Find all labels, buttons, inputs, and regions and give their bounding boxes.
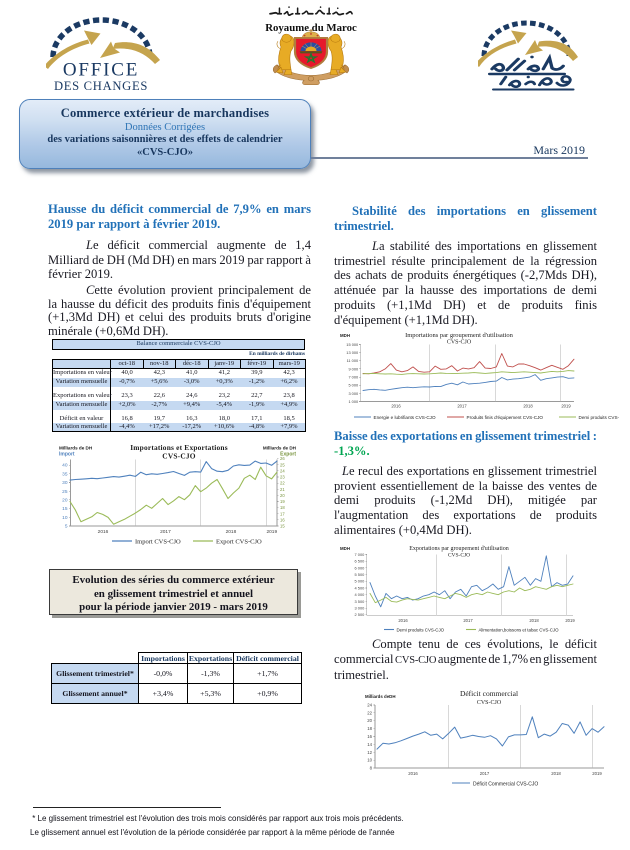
svg-text:Export CVS-CJO: Export CVS-CJO — [216, 539, 262, 546]
svg-text:2016: 2016 — [398, 618, 408, 623]
svg-text:24: 24 — [280, 468, 285, 473]
svg-text:Importations par groupement d': Importations par groupement d'utilisatio… — [405, 332, 514, 339]
svg-text:2017: 2017 — [463, 618, 473, 623]
svg-text:30: 30 — [62, 480, 68, 486]
svg-text:20: 20 — [280, 493, 285, 498]
svg-text:2016: 2016 — [408, 771, 418, 776]
svg-text:25: 25 — [62, 489, 68, 495]
svg-text:Milliards deDH: Milliards deDH — [365, 694, 396, 699]
svg-text:2017: 2017 — [480, 771, 490, 776]
svg-text:16: 16 — [367, 734, 372, 739]
svg-text:40: 40 — [62, 463, 68, 469]
svg-text:MDH: MDH — [340, 546, 350, 551]
svg-text:2018: 2018 — [226, 529, 237, 535]
svg-text:4 000: 4 000 — [355, 592, 366, 597]
svg-text:8: 8 — [370, 766, 373, 771]
svg-text:5: 5 — [65, 524, 68, 530]
svg-text:3 000: 3 000 — [355, 606, 366, 611]
svg-text:Import: Import — [59, 452, 75, 458]
svg-text:Milliards de DH: Milliards de DH — [263, 446, 297, 451]
svg-text:10: 10 — [62, 515, 68, 521]
svg-text:25: 25 — [280, 462, 285, 467]
svg-text:Export: Export — [280, 452, 296, 458]
svg-text:CVS-CJO: CVS-CJO — [448, 553, 470, 559]
svg-text:5 500: 5 500 — [355, 572, 366, 577]
svg-text:22: 22 — [367, 710, 372, 715]
svg-text:Alimentation,boissons et tabac: Alimentation,boissons et tabac CVS-CJO — [479, 628, 560, 633]
svg-text:3 000: 3 000 — [348, 391, 359, 396]
svg-text:2019: 2019 — [565, 618, 575, 623]
svg-text:CVS-CJO: CVS-CJO — [447, 340, 472, 346]
svg-text:22: 22 — [280, 481, 285, 486]
svg-text:2019: 2019 — [592, 771, 602, 776]
svg-text:12: 12 — [367, 750, 372, 755]
svg-text:35: 35 — [62, 471, 68, 477]
svg-text:5 000: 5 000 — [348, 383, 359, 388]
svg-text:13 000: 13 000 — [346, 350, 359, 355]
svg-text:CVS-CJO: CVS-CJO — [477, 700, 502, 706]
svg-text:2019: 2019 — [266, 529, 277, 535]
svg-text:2 500: 2 500 — [355, 612, 366, 617]
svg-text:Energie e lubrifiants CVS-CJO: Energie e lubrifiants CVS-CJO — [374, 415, 436, 420]
svg-text:16: 16 — [280, 517, 285, 522]
svg-text:21: 21 — [280, 487, 285, 492]
svg-text:Déficit commercial: Déficit commercial — [460, 689, 518, 698]
svg-text:18: 18 — [280, 505, 285, 510]
svg-text:Exportations par groupement d': Exportations par groupement d'utilisatio… — [409, 546, 509, 552]
svg-text:2017: 2017 — [457, 404, 467, 409]
svg-text:2018: 2018 — [529, 618, 539, 623]
svg-text:Importations et Exportations: Importations et Exportations — [130, 443, 228, 452]
svg-text:2019: 2019 — [561, 404, 571, 409]
svg-text:24: 24 — [367, 703, 372, 708]
svg-text:15: 15 — [280, 524, 285, 529]
svg-text:23: 23 — [280, 475, 285, 480]
svg-text:4 500: 4 500 — [355, 585, 366, 590]
svg-text:19: 19 — [280, 499, 285, 504]
svg-text:3 500: 3 500 — [355, 599, 366, 604]
svg-text:7 000: 7 000 — [355, 552, 366, 557]
svg-text:6 000: 6 000 — [355, 565, 366, 570]
svg-text:15 000: 15 000 — [346, 342, 359, 347]
svg-text:2016: 2016 — [391, 404, 401, 409]
svg-text:Milliards de DH: Milliards de DH — [59, 446, 93, 451]
svg-text:2018: 2018 — [523, 404, 533, 409]
svg-text:Demi produits CVS-CJO: Demi produits CVS-CJO — [579, 415, 620, 420]
svg-text:15: 15 — [62, 506, 68, 512]
svg-text:CVS-CJO: CVS-CJO — [162, 452, 195, 461]
svg-text:Import CVS-CJO: Import CVS-CJO — [135, 539, 181, 546]
svg-text:Déficit Commercial CVS-CJO: Déficit Commercial CVS-CJO — [473, 782, 538, 788]
svg-text:7 000: 7 000 — [348, 375, 359, 380]
svg-text:26: 26 — [280, 456, 285, 461]
svg-text:1 000: 1 000 — [348, 399, 359, 404]
svg-text:20: 20 — [367, 718, 372, 723]
svg-text:2016: 2016 — [98, 529, 109, 535]
svg-text:9 000: 9 000 — [348, 366, 359, 371]
svg-text:Produits finis d'équipement CV: Produits finis d'équipement CVS-CJO — [467, 415, 544, 420]
svg-text:2018: 2018 — [551, 771, 561, 776]
svg-text:18: 18 — [367, 726, 372, 731]
svg-text:20: 20 — [62, 498, 68, 504]
svg-text:10: 10 — [367, 758, 372, 763]
svg-text:5 000: 5 000 — [355, 579, 366, 584]
svg-text:OFFICE: OFFICE — [63, 60, 139, 81]
svg-text:2017: 2017 — [160, 529, 171, 535]
svg-text:6 500: 6 500 — [355, 559, 366, 564]
svg-text:Demi produits CVS-CJO: Demi produits CVS-CJO — [397, 628, 445, 633]
svg-text:MDH: MDH — [340, 333, 350, 338]
svg-text:11 000: 11 000 — [347, 358, 359, 363]
svg-text:14: 14 — [367, 742, 372, 747]
svg-text:17: 17 — [280, 511, 285, 516]
svg-text:DES CHANGES: DES CHANGES — [54, 79, 148, 93]
